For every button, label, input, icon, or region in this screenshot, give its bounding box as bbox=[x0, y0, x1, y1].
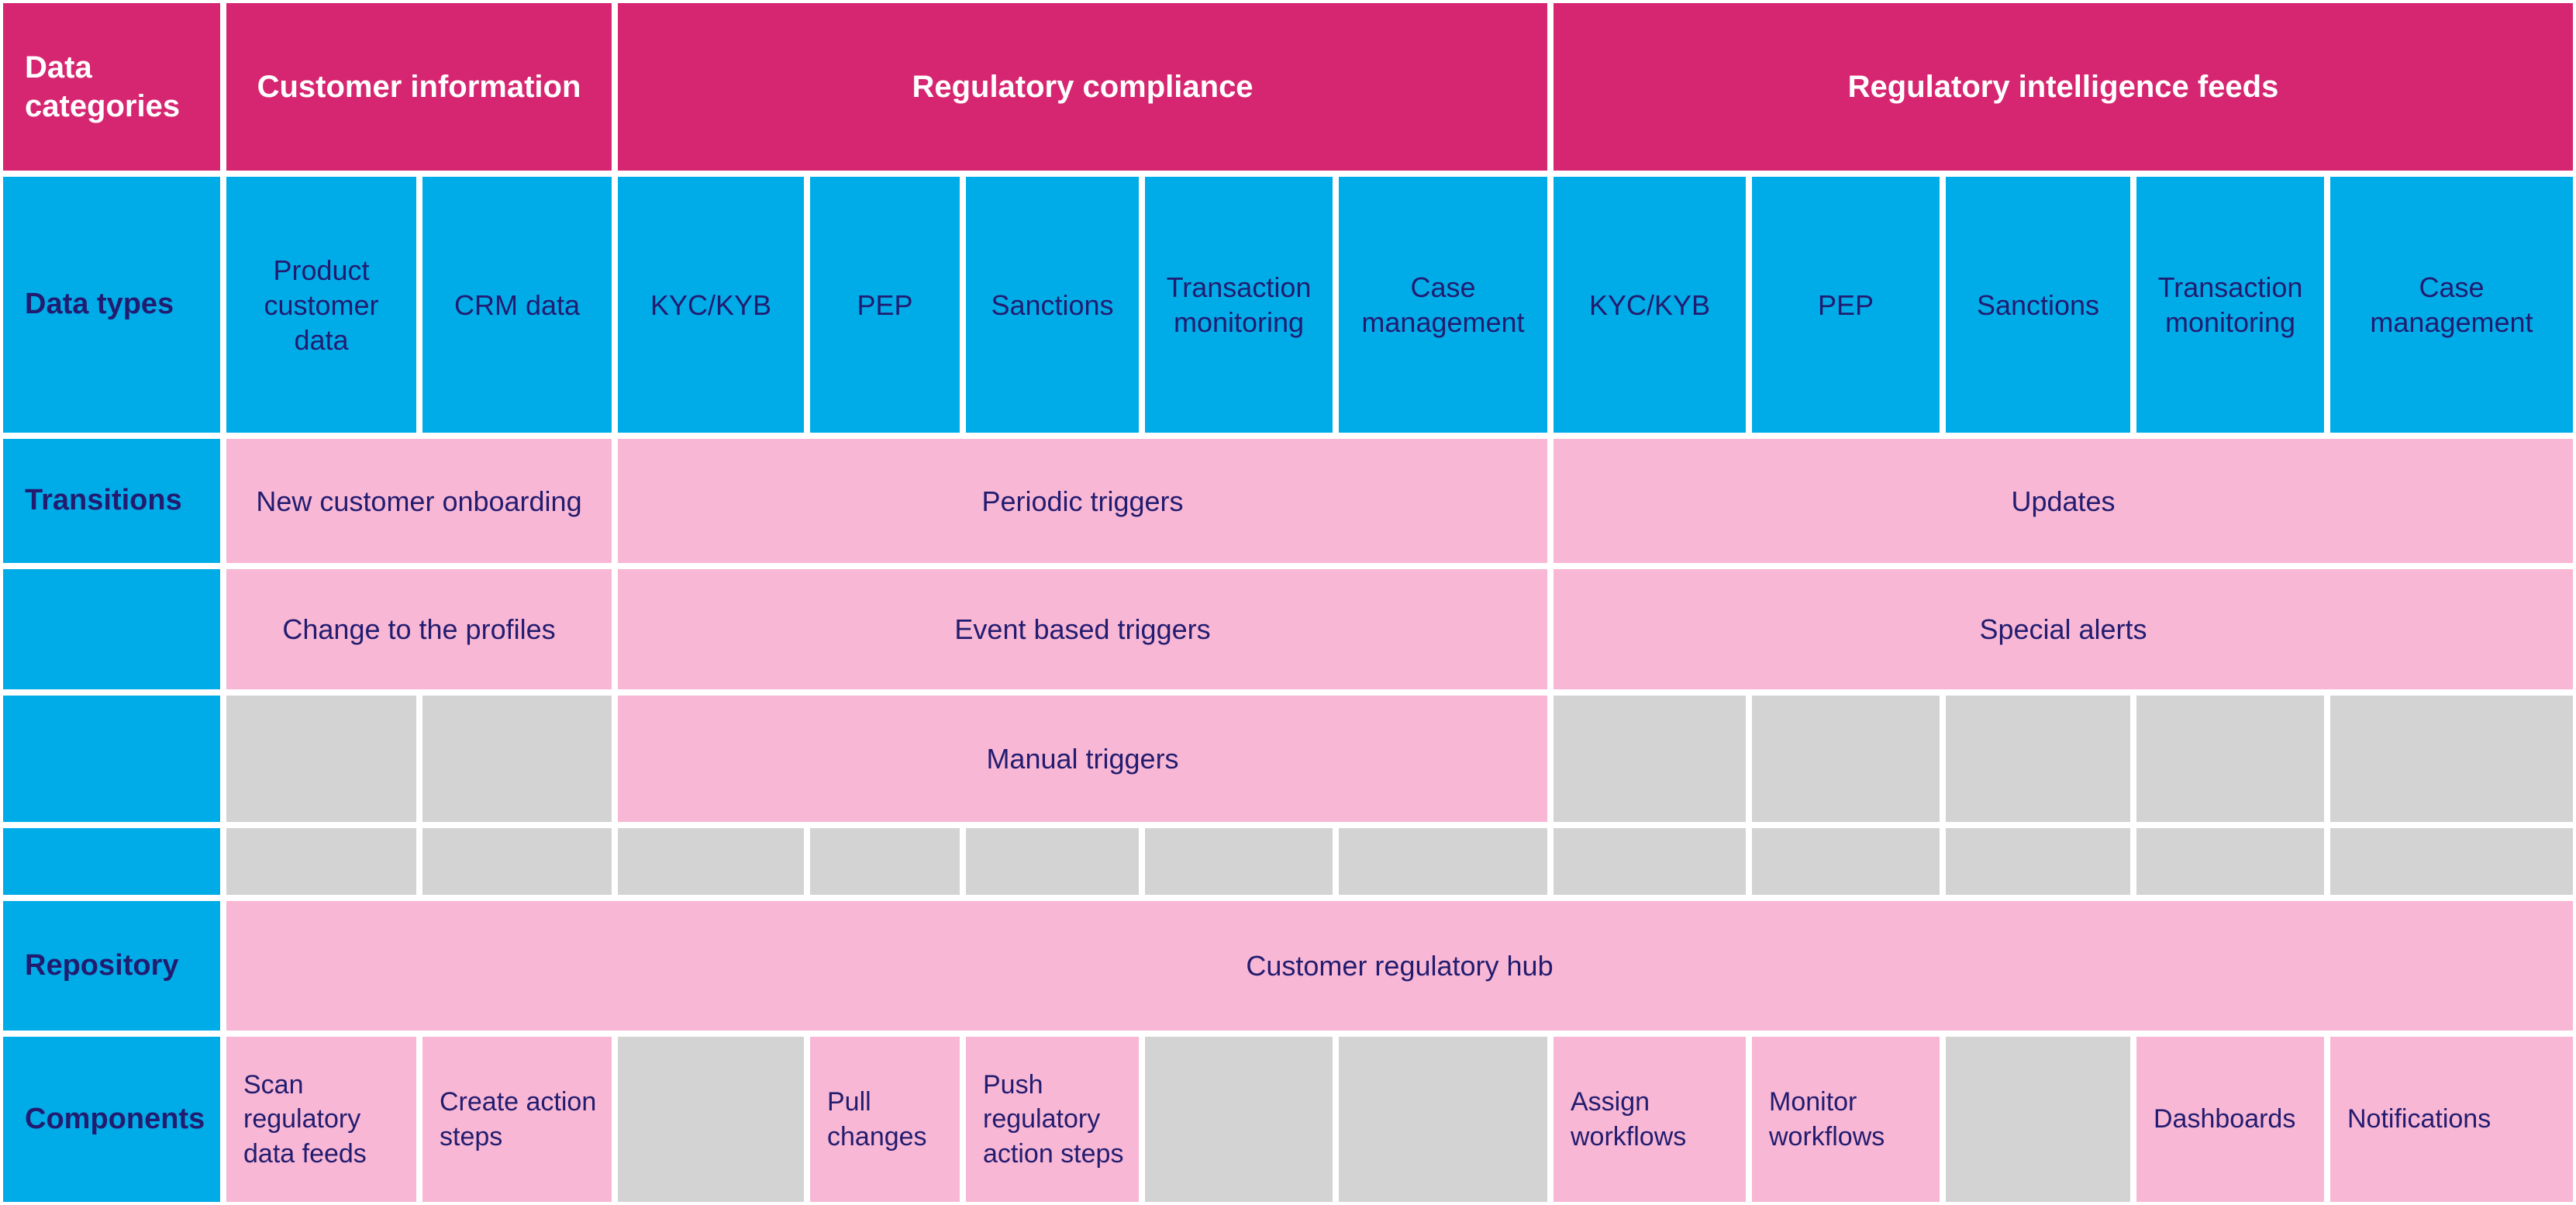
gray-cell bbox=[226, 696, 416, 822]
header-data-categories: Data categories bbox=[3, 3, 220, 171]
header-regulatory-compliance: Regulatory compliance bbox=[618, 3, 1547, 171]
cell-manual-triggers: Manual triggers bbox=[618, 696, 1547, 822]
cell-kyc-kyb-feeds: KYC/KYB bbox=[1554, 177, 1746, 433]
cell-notifications: Notifications bbox=[2330, 1037, 2573, 1202]
header-customer-information: Customer information bbox=[226, 3, 612, 171]
row-label-spacer-1 bbox=[3, 569, 220, 689]
gray-cell bbox=[422, 828, 612, 895]
gray-cell bbox=[810, 828, 960, 895]
gray-cell bbox=[1554, 696, 1746, 822]
cell-dashboards: Dashboards bbox=[2136, 1037, 2324, 1202]
gray-cell bbox=[1339, 1037, 1547, 1202]
gray-cell bbox=[2330, 696, 2573, 822]
cell-monitor-workflows: Monitor workflows bbox=[1752, 1037, 1940, 1202]
cell-product-customer-data: Product customer data bbox=[226, 177, 416, 433]
row-label-spacer-2 bbox=[3, 696, 220, 822]
cell-customer-regulatory-hub: Customer regulatory hub bbox=[226, 901, 2573, 1031]
gray-cell bbox=[226, 828, 416, 895]
cell-special-alerts: Special alerts bbox=[1554, 569, 2573, 689]
cell-case-management-feeds: Case management bbox=[2330, 177, 2573, 433]
gray-cell bbox=[1145, 828, 1333, 895]
cell-event-based-triggers: Event based triggers bbox=[618, 569, 1547, 689]
gray-cell bbox=[1946, 828, 2130, 895]
row-label-repository: Repository bbox=[3, 901, 220, 1031]
gray-cell bbox=[1946, 1037, 2130, 1202]
cell-pep-feeds: PEP bbox=[1752, 177, 1940, 433]
cell-sanctions-compliance: Sanctions bbox=[966, 177, 1139, 433]
cell-pull-changes: Pull changes bbox=[810, 1037, 960, 1202]
cell-updates: Updates bbox=[1554, 439, 2573, 563]
gray-cell bbox=[1339, 828, 1547, 895]
gray-cell bbox=[1145, 1037, 1333, 1202]
gray-cell bbox=[618, 828, 804, 895]
gray-cell bbox=[1554, 828, 1746, 895]
gray-cell bbox=[2136, 696, 2324, 822]
cell-new-customer-onboarding: New customer onboarding bbox=[226, 439, 612, 563]
gray-cell bbox=[966, 828, 1139, 895]
gray-cell bbox=[2136, 828, 2324, 895]
cell-sanctions-feeds: Sanctions bbox=[1946, 177, 2130, 433]
row-label-components: Components bbox=[3, 1037, 220, 1202]
cell-pep-compliance: PEP bbox=[810, 177, 960, 433]
cell-transaction-monitoring-feeds: Transaction monitoring bbox=[2136, 177, 2324, 433]
cell-periodic-triggers: Periodic triggers bbox=[618, 439, 1547, 563]
gray-cell bbox=[2330, 828, 2573, 895]
cell-scan-regulatory-data-feeds: Scan regulatory data feeds bbox=[226, 1037, 416, 1202]
gray-cell bbox=[618, 1037, 804, 1202]
cell-transaction-monitoring-compliance: Transaction monitoring bbox=[1145, 177, 1333, 433]
cell-crm-data: CRM data bbox=[422, 177, 612, 433]
row-label-transitions: Transitions bbox=[3, 439, 220, 563]
header-regulatory-intelligence-feeds: Regulatory intelligence feeds bbox=[1554, 3, 2573, 171]
gray-cell bbox=[1752, 696, 1940, 822]
gray-cell bbox=[422, 696, 612, 822]
row-label-data-types: Data types bbox=[3, 177, 220, 433]
cell-change-to-the-profiles: Change to the profiles bbox=[226, 569, 612, 689]
cell-kyc-kyb-compliance: KYC/KYB bbox=[618, 177, 804, 433]
cell-create-action-steps: Create action steps bbox=[422, 1037, 612, 1202]
cell-assign-workflows: Assign workflows bbox=[1554, 1037, 1746, 1202]
row-label-spacer-3 bbox=[3, 828, 220, 895]
gray-cell bbox=[1946, 696, 2130, 822]
cell-case-management-compliance: Case management bbox=[1339, 177, 1547, 433]
cell-push-regulatory-action-steps: Push regulatory action steps bbox=[966, 1037, 1139, 1202]
gray-cell bbox=[1752, 828, 1940, 895]
